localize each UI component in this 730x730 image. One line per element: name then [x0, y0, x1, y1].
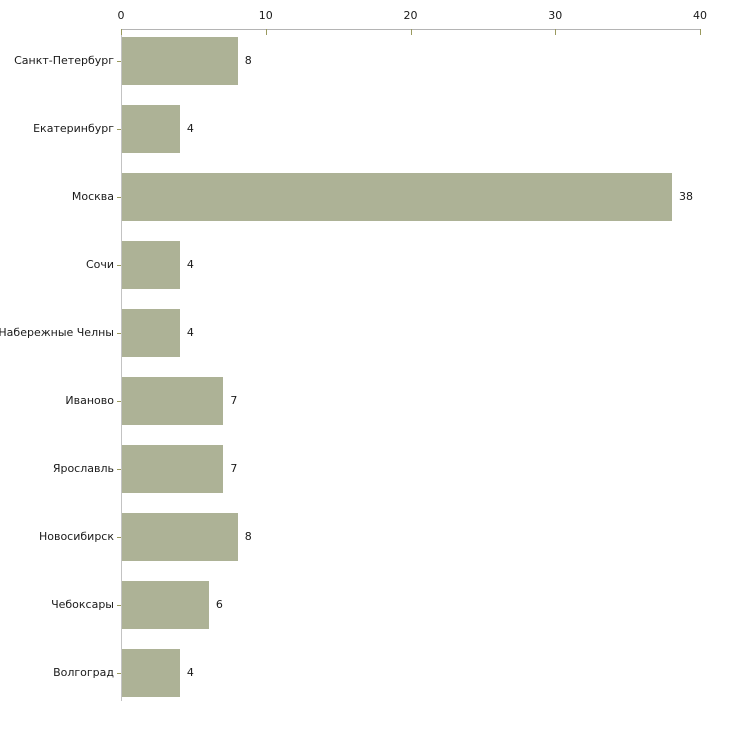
y-axis-tick [117, 537, 121, 538]
bar-value-label: 4 [186, 258, 194, 271]
y-axis-category-label: Новосибирск [38, 530, 114, 543]
bar[interactable] [122, 445, 224, 493]
bar-value-label: 7 [230, 462, 238, 475]
y-axis-tick [117, 469, 121, 470]
y-axis-tick [117, 129, 121, 130]
y-axis-tick [117, 61, 121, 62]
y-axis-tick [117, 265, 121, 266]
y-axis-category-label: Чебоксары [51, 598, 114, 611]
bar-value-label: 4 [186, 122, 194, 135]
y-axis-category-label: Екатеринбург [33, 122, 114, 135]
y-axis-tick [117, 673, 121, 674]
y-axis-category-label: Москва [71, 190, 114, 203]
x-axis-tick-label: 20 [403, 9, 418, 22]
y-axis-category-label: Иваново [65, 394, 114, 407]
x-axis-tick [410, 29, 412, 35]
y-axis-category-label: Ярославль [52, 462, 114, 475]
bar[interactable] [122, 513, 238, 561]
y-axis-line [121, 29, 122, 701]
x-axis-tick [121, 29, 122, 35]
x-axis-tick-label: 0 [117, 9, 125, 22]
y-axis-tick [117, 197, 121, 198]
y-axis-category-label: Санкт-Петербург [14, 54, 114, 67]
y-axis-tick [117, 401, 121, 402]
y-axis-tick [117, 333, 121, 334]
x-axis-tick [700, 29, 701, 35]
bar[interactable] [122, 581, 209, 629]
y-axis-tick [117, 605, 121, 606]
bar-value-label: 38 [679, 190, 694, 203]
y-axis-category-label: Волгоград [53, 666, 114, 679]
bar-value-label: 8 [244, 530, 252, 543]
bar-value-label: 8 [244, 54, 252, 67]
bar[interactable] [122, 309, 180, 357]
bar[interactable] [122, 105, 180, 153]
bar[interactable] [122, 377, 224, 425]
bar-value-label: 6 [215, 598, 223, 611]
bar[interactable] [122, 649, 180, 697]
x-axis-tick [555, 29, 557, 35]
bar[interactable] [122, 241, 180, 289]
x-axis-tick-label: 10 [258, 9, 273, 22]
y-axis-category-label: Сочи [85, 258, 114, 271]
bar[interactable] [122, 173, 673, 221]
y-axis-category-label: Набережные Челны [0, 326, 114, 339]
bar-value-label: 7 [230, 394, 238, 407]
x-axis-tick [265, 29, 267, 35]
bar-value-label: 4 [186, 326, 194, 339]
x-axis-tick-label: 30 [548, 9, 563, 22]
bar-value-label: 4 [186, 666, 194, 679]
x-axis-tick-label: 40 [693, 9, 707, 22]
bar[interactable] [122, 37, 238, 85]
